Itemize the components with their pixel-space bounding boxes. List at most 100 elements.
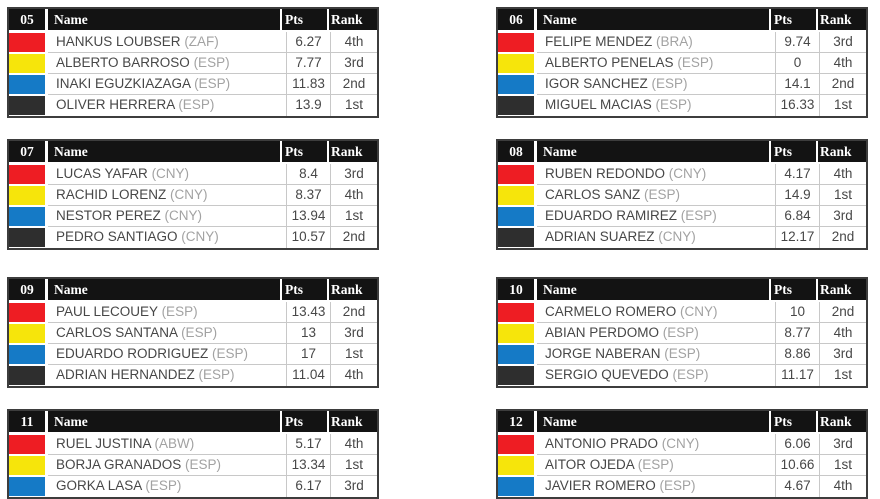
rider-name: INAKI EGUZKIAZAGA (56, 76, 191, 91)
heat-number: 09 (9, 279, 45, 300)
rider-country: (ESP) (145, 478, 182, 493)
jersey-color-cell (498, 95, 534, 116)
rider-name-cell: PEDRO SANTIAGO (CNY) (48, 227, 286, 248)
jersey-color-cell (498, 53, 534, 74)
jersey-color-cell (9, 53, 45, 74)
rider-name-cell: INAKI EGUZKIAZAGA (ESP) (48, 74, 286, 95)
pts-value: 5.17 (286, 434, 330, 455)
pts-value: 13.9 (286, 95, 330, 116)
rider-country: (ABW) (154, 436, 195, 451)
rider-name-cell: ALBERTO BARROSO (ESP) (48, 53, 286, 74)
rider-country: (ESP) (659, 478, 696, 493)
rider-country: (ESP) (637, 457, 674, 472)
rider-country: (CNY) (668, 166, 707, 181)
rider-name: FELIPE MENDEZ (545, 34, 653, 49)
rider-country: (CNY) (164, 208, 203, 223)
rider-name-cell: JAVIER ROMERO (ESP) (537, 476, 775, 497)
rider-country: (ESP) (181, 325, 218, 340)
rider-name: RACHID LORENZ (56, 187, 167, 202)
rider-name-cell: GORKA LASA (ESP) (48, 476, 286, 497)
rider-name: ABIAN PERDOMO (545, 325, 660, 340)
heat-header-row: 09 Name Pts Rank (9, 279, 377, 300)
heat-header-row: 10 Name Pts Rank (498, 279, 866, 300)
rider-name-cell: JORGE NABERAN (ESP) (537, 344, 775, 365)
pts-value: 4.67 (775, 476, 819, 497)
jersey-color-swatch (9, 456, 45, 475)
rider-name: AITOR OJEDA (545, 457, 635, 472)
rider-name-cell: NESTOR PEREZ (CNY) (48, 206, 286, 227)
column-header-rank: Rank (818, 9, 866, 30)
jersey-color-cell (498, 227, 534, 248)
jersey-color-cell (9, 476, 45, 497)
rider-name-cell: IGOR SANCHEZ (ESP) (537, 74, 775, 95)
rider-country: (ESP) (161, 304, 198, 319)
rider-name-cell: MIGUEL MACIAS (ESP) (537, 95, 775, 116)
table-row: PEDRO SANTIAGO (CNY) 10.57 2nd (9, 227, 377, 248)
table-row: JORGE NABERAN (ESP) 8.86 3rd (498, 344, 866, 365)
rider-name-cell: EDUARDO RODRIGUEZ (ESP) (48, 344, 286, 365)
rank-value: 2nd (819, 227, 866, 248)
rider-name: GORKA LASA (56, 478, 142, 493)
rider-name: PEDRO SANTIAGO (56, 229, 178, 244)
rider-country: (BRA) (656, 34, 693, 49)
pts-value: 8.86 (775, 344, 819, 365)
rank-value: 4th (819, 476, 866, 497)
rider-name-cell: EDUARDO RAMIREZ (ESP) (537, 206, 775, 227)
rider-name: OLIVER HERRERA (56, 97, 175, 112)
column-header-name: Name (537, 411, 769, 432)
column-header-name: Name (48, 279, 280, 300)
table-row: RACHID LORENZ (CNY) 8.37 4th (9, 185, 377, 206)
rider-name: JORGE NABERAN (545, 346, 661, 361)
jersey-color-cell (498, 455, 534, 476)
rank-value: 4th (330, 434, 377, 455)
jersey-color-cell (9, 95, 45, 116)
jersey-color-cell (9, 74, 45, 95)
heat-table-07: 07 Name Pts Rank LUCAS YAFAR (CNY) 8.4 3… (7, 139, 379, 250)
rank-value: 4th (819, 164, 866, 185)
pts-value: 9.74 (775, 32, 819, 53)
column-header-name: Name (48, 411, 280, 432)
heat-number: 06 (498, 9, 534, 30)
table-row: GORKA LASA (ESP) 6.17 3rd (9, 476, 377, 497)
rider-name-cell: LUCAS YAFAR (CNY) (48, 164, 286, 185)
heat-number: 07 (9, 141, 45, 162)
rider-country: (ESP) (655, 97, 692, 112)
heat-header-row: 05 Name Pts Rank (9, 9, 377, 30)
rank-value: 4th (819, 53, 866, 74)
rank-value: 2nd (819, 302, 866, 323)
rider-name: RUBEN REDONDO (545, 166, 666, 181)
rider-country: (ESP) (680, 208, 717, 223)
rider-name: NESTOR PEREZ (56, 208, 161, 223)
rider-name: ADRIAN HERNANDEZ (56, 367, 195, 382)
jersey-color-swatch (9, 96, 45, 115)
rank-value: 2nd (330, 302, 377, 323)
rider-name: ALBERTO PENELAS (545, 55, 674, 70)
rank-value: 4th (330, 365, 377, 386)
column-header-rank: Rank (818, 141, 866, 162)
pts-value: 11.04 (286, 365, 330, 386)
column-header-name: Name (48, 9, 280, 30)
rider-name-cell: BORJA GRANADOS (ESP) (48, 455, 286, 476)
jersey-color-cell (498, 365, 534, 386)
rider-name: ANTONIO PRADO (545, 436, 659, 451)
jersey-color-cell (9, 164, 45, 185)
rank-value: 4th (819, 323, 866, 344)
pts-value: 6.06 (775, 434, 819, 455)
heat-table-05: 05 Name Pts Rank HANKUS LOUBSER (ZAF) 6.… (7, 7, 379, 118)
rank-value: 1st (330, 206, 377, 227)
rider-country: (ESP) (662, 325, 699, 340)
pts-value: 0 (775, 53, 819, 74)
rider-name: PAUL LECOUEY (56, 304, 158, 319)
heat-table-11: 11 Name Pts Rank RUEL JUSTINA (ABW) 5.17… (7, 409, 379, 499)
jersey-color-cell (498, 323, 534, 344)
pts-value: 17 (286, 344, 330, 365)
table-row: SERGIO QUEVEDO (ESP) 11.17 1st (498, 365, 866, 386)
pts-value: 16.33 (775, 95, 819, 116)
table-row: CARLOS SANZ (ESP) 14.9 1st (498, 185, 866, 206)
rider-name-cell: FELIPE MENDEZ (BRA) (537, 32, 775, 53)
column-header-rank: Rank (329, 279, 377, 300)
column-header-name: Name (537, 279, 769, 300)
table-row: NESTOR PEREZ (CNY) 13.94 1st (9, 206, 377, 227)
rank-value: 3rd (330, 164, 377, 185)
rank-value: 1st (819, 455, 866, 476)
